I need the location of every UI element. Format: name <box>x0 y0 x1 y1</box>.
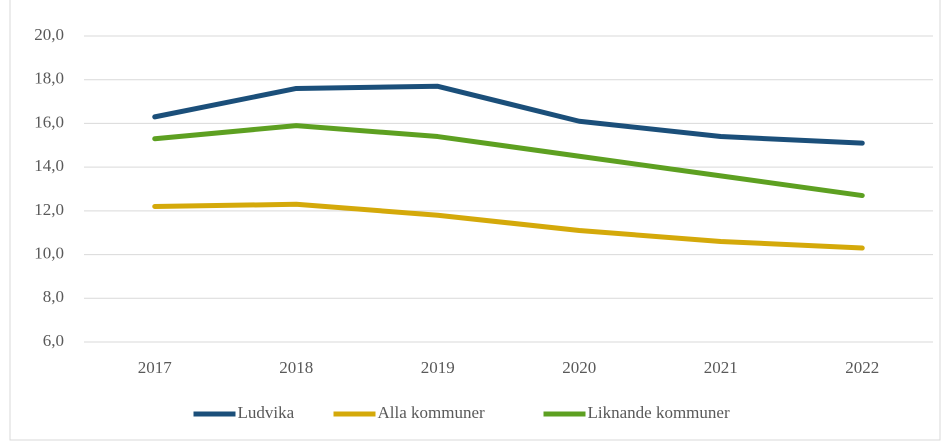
x-tick-label: 2018 <box>279 358 313 377</box>
y-tick-label: 10,0 <box>34 243 64 262</box>
y-tick-label: 14,0 <box>34 156 64 175</box>
x-tick-label: 2017 <box>138 358 173 377</box>
y-tick-label: 20,0 <box>34 25 64 44</box>
y-tick-label: 8,0 <box>43 287 64 306</box>
series-line <box>152 201 865 251</box>
x-tick-label: 2021 <box>704 358 738 377</box>
legend-label: Ludvika <box>238 403 295 422</box>
chart-frame <box>9 0 941 441</box>
series-line <box>152 123 865 199</box>
y-tick-label: 18,0 <box>34 69 64 88</box>
x-tick-label: 2022 <box>845 358 879 377</box>
x-tick-label: 2019 <box>421 358 455 377</box>
series-line <box>152 83 865 146</box>
legend-label: Liknande kommuner <box>588 403 730 422</box>
legend-label: Alla kommuner <box>378 403 486 422</box>
x-tick-label: 2020 <box>562 358 596 377</box>
y-tick-label: 12,0 <box>34 200 64 219</box>
y-tick-label: 6,0 <box>43 331 64 350</box>
y-tick-label: 16,0 <box>34 112 64 131</box>
